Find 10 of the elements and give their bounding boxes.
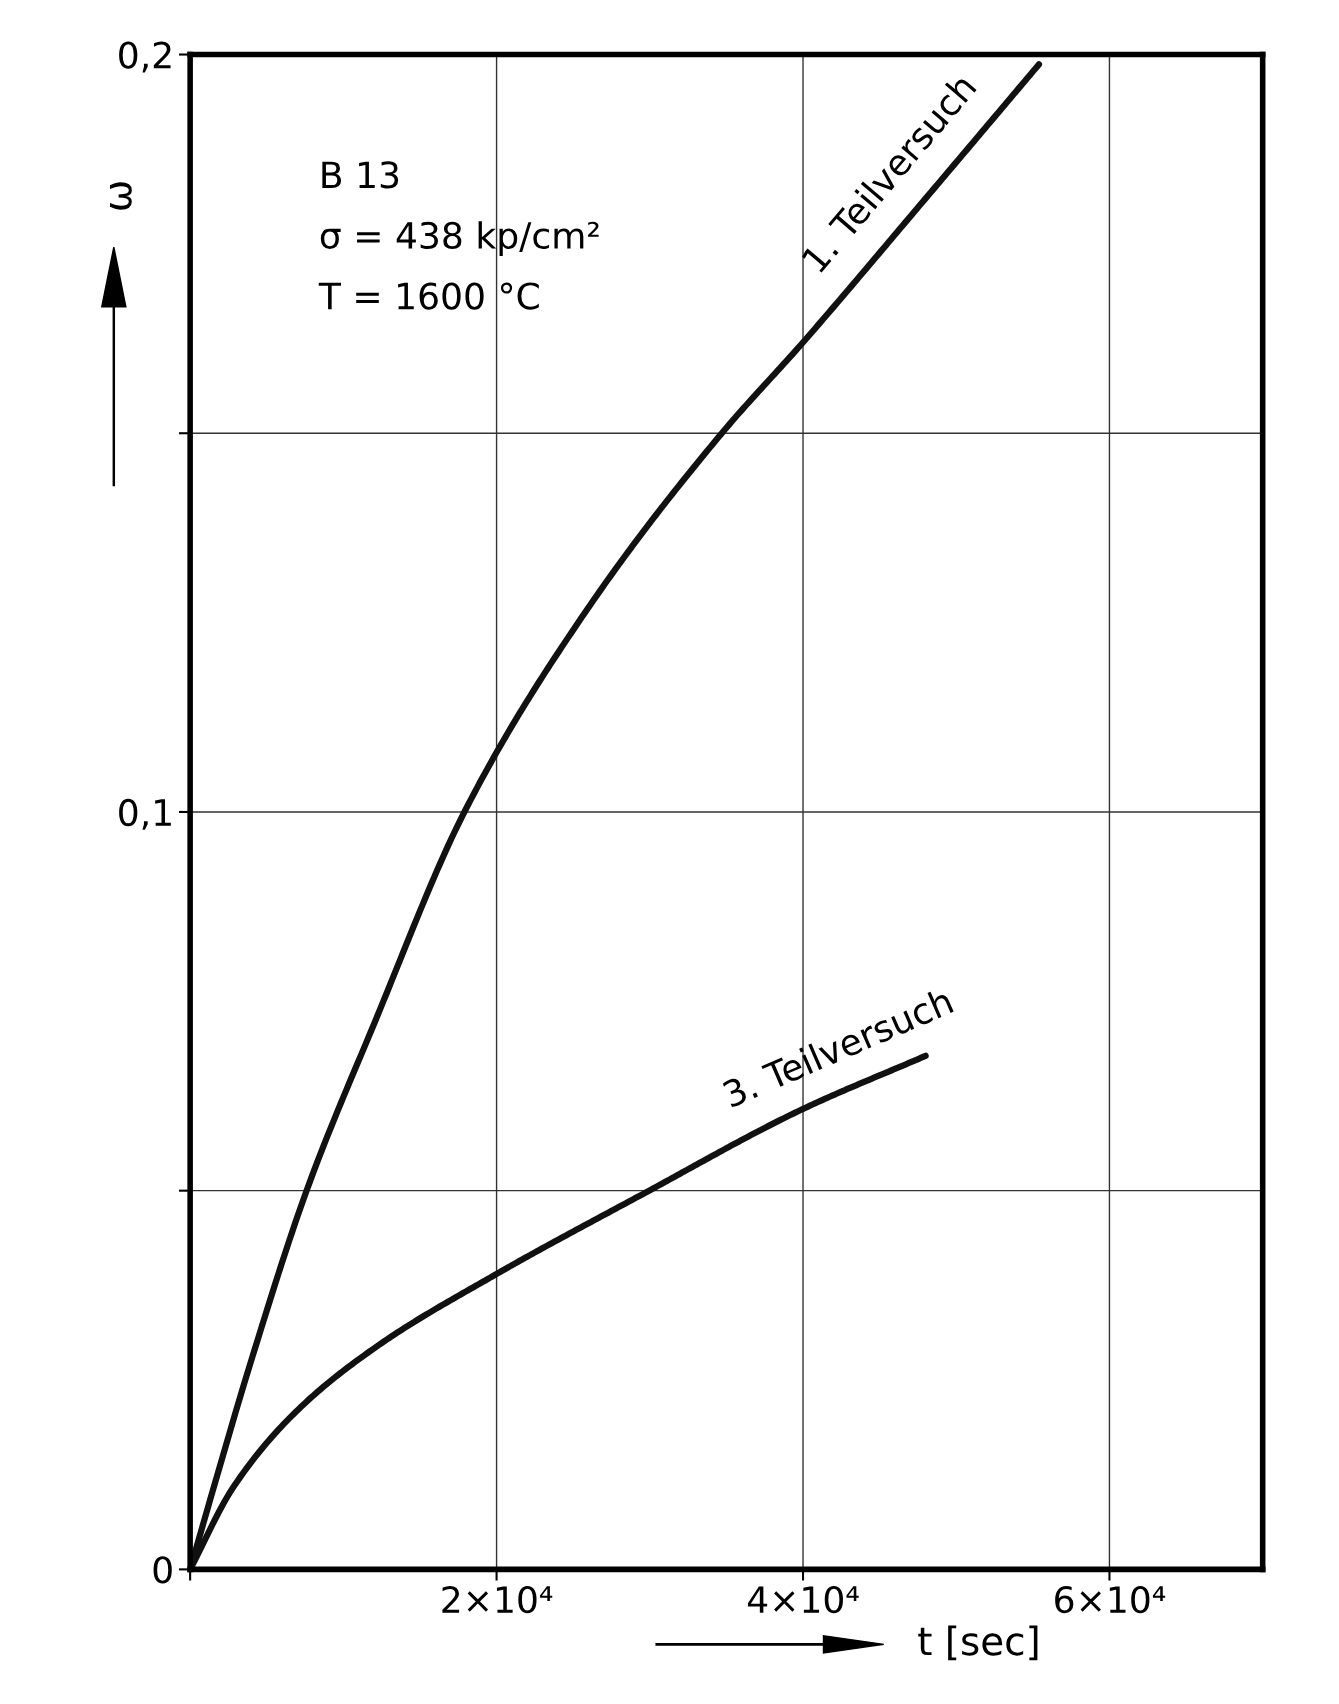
x-tick-label: 2×10⁴	[442, 1585, 553, 1614]
x-tick-label: 6×10⁴	[1055, 1585, 1166, 1614]
annotation: B 13	[322, 161, 399, 189]
x-tick-label: 4×10⁴	[747, 1585, 859, 1614]
annotation: T = 1600 °C	[318, 282, 539, 310]
y-tick-label: 0,2	[119, 41, 171, 73]
y-tick-label: 0,1	[119, 798, 171, 830]
y-tick-label: 0	[153, 1556, 172, 1584]
y-axis-title: ω	[109, 182, 132, 210]
x-axis-title: t [sec]	[918, 1625, 1038, 1661]
